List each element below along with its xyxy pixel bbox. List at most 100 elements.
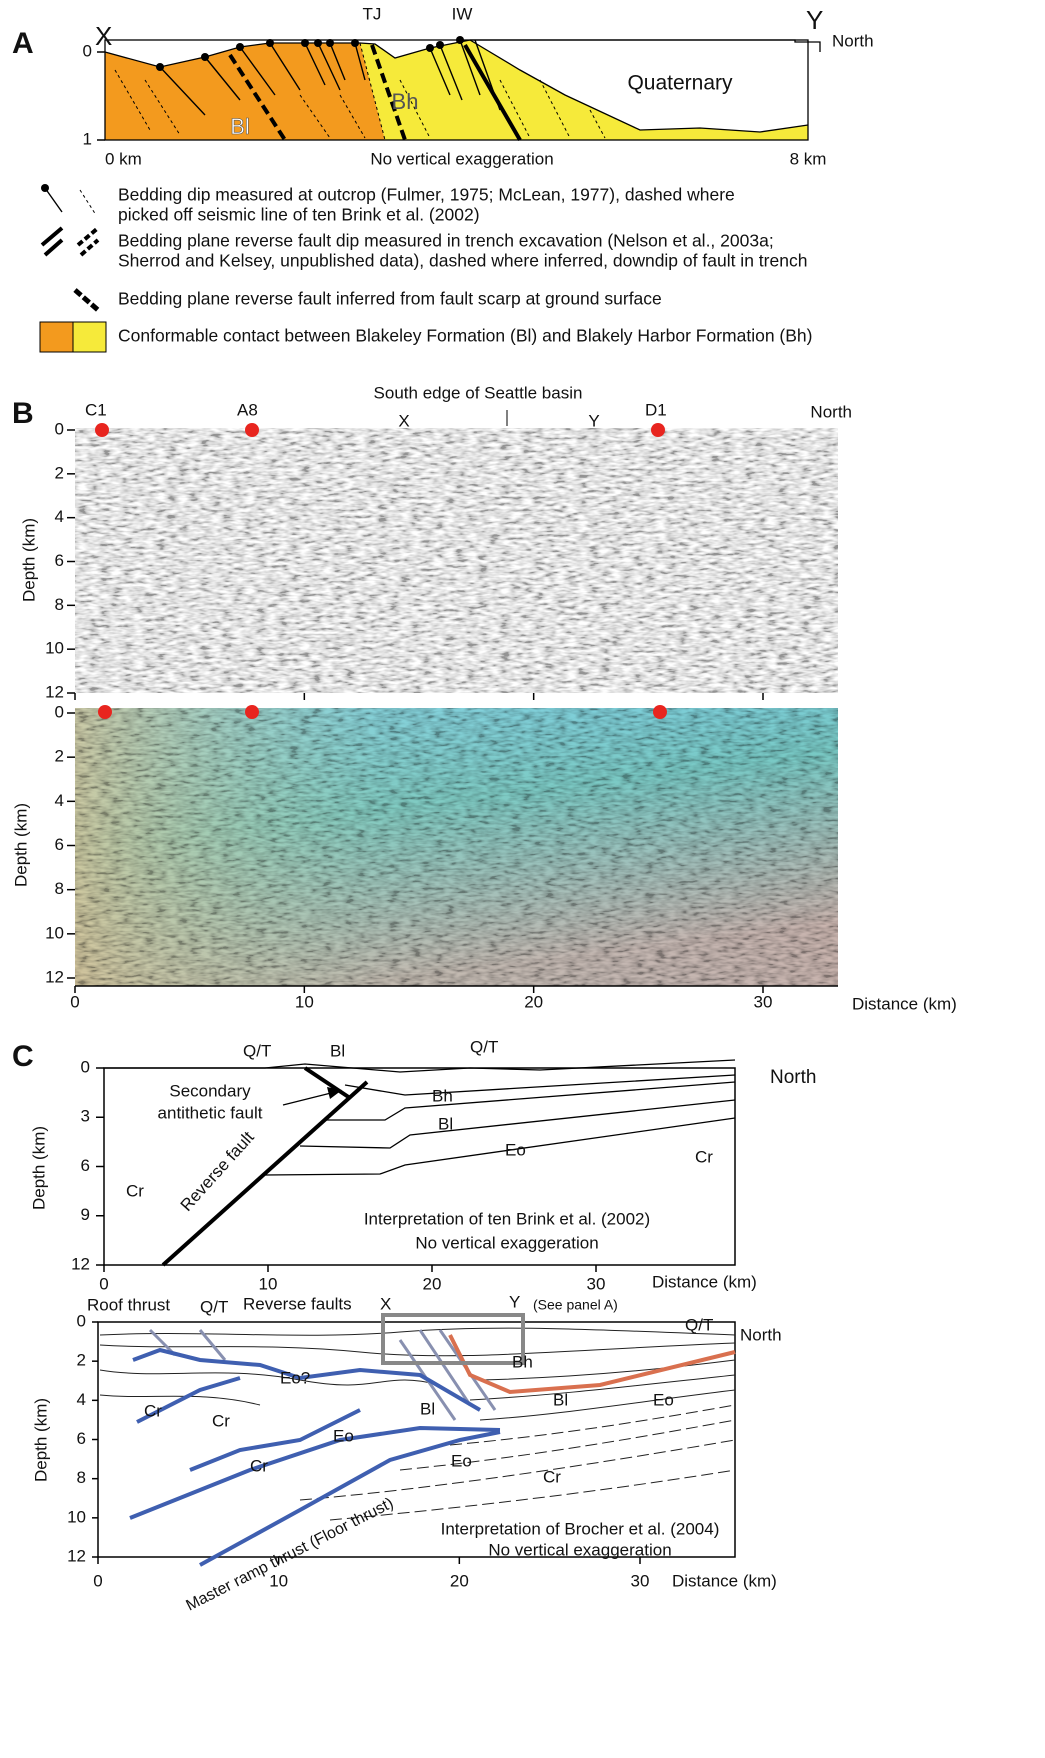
thrust — [136, 1376, 241, 1424]
label: Q/T — [200, 1297, 228, 1316]
horizon — [299, 1099, 736, 1149]
horizon — [344, 1074, 736, 1096]
dip-lines — [159, 39, 501, 116]
y-tick-label: 6 — [55, 835, 64, 854]
y-tick-label: 10 — [45, 639, 64, 658]
y-tick-label: 12 — [45, 967, 64, 986]
legend-text: picked off seismic line of ten Brink et … — [118, 205, 480, 225]
label-bl: Bl — [230, 114, 250, 139]
label: Eo — [653, 1390, 674, 1409]
legend-text: Conformable contact between Blakeley For… — [118, 326, 812, 346]
label-bh: Bh — [392, 89, 419, 114]
y-tick-label: 8 — [55, 879, 64, 898]
arrow — [282, 1091, 336, 1106]
label: Cr — [212, 1411, 230, 1430]
y-tick-label: 4 — [55, 791, 64, 810]
y-axis-label: Depth (km) — [29, 1126, 48, 1210]
legend-text: Bedding plane reverse fault dip measured… — [118, 231, 774, 251]
y-tick-label: 2 — [55, 463, 64, 482]
x-axis-label: Distance (km) — [672, 1571, 777, 1590]
label: Q/T — [685, 1315, 713, 1334]
x-tick-label: 10 — [295, 992, 314, 1011]
label-y: Y — [588, 411, 599, 430]
roof-thrust — [132, 1347, 482, 1412]
y-tick-label: 6 — [77, 1429, 86, 1448]
y-tick-label: 0 — [55, 419, 64, 438]
seismic-dips — [114, 69, 606, 139]
x-tick-label: 20 — [423, 1274, 442, 1293]
y-tick-label: 12 — [45, 682, 64, 701]
panel-title: South edge of Seattle basin — [374, 383, 583, 402]
label-north: North — [810, 402, 852, 421]
scale-end: 8 km — [790, 149, 827, 168]
label-y: Y — [806, 5, 823, 35]
label: Reverse fault — [177, 1128, 258, 1215]
y-tick-label: 2 — [55, 747, 64, 766]
y-tick-label: 4 — [77, 1390, 86, 1409]
label-x: X — [398, 411, 409, 430]
antithetic-fault — [303, 1066, 352, 1100]
y-tick-label: 8 — [55, 595, 64, 614]
label: Bh — [432, 1086, 453, 1105]
thrust — [189, 1408, 361, 1472]
label-north: North — [832, 31, 874, 50]
horizon — [325, 1081, 736, 1121]
label: (See panel A) — [533, 1297, 618, 1313]
x-tick-label: 0 — [93, 1571, 102, 1590]
quaternary-base — [469, 39, 809, 133]
y-tick-label: 12 — [67, 1546, 86, 1565]
label: Bl — [420, 1399, 435, 1418]
arrowhead — [327, 1087, 342, 1099]
master-thrust — [199, 1430, 501, 1567]
legend-text: Bedding plane reverse fault inferred fro… — [118, 289, 662, 309]
label: Bl — [553, 1390, 568, 1409]
y-tick-label: 9 — [81, 1205, 90, 1224]
label-iw: IW — [452, 4, 473, 23]
legend-text: Sherrod and Kelsey, unpublished data), d… — [118, 251, 807, 271]
outcrop-dots — [156, 36, 464, 71]
label: Bl — [330, 1041, 345, 1060]
label: Eo? — [280, 1368, 310, 1387]
x-tick-label: 30 — [754, 992, 773, 1011]
label: Cr — [543, 1467, 561, 1486]
axes: 0 3 6 9 12 0 10 20 30 — [71, 1057, 605, 1293]
x-tick-label: 0 — [99, 1274, 108, 1293]
label: Q/T — [470, 1037, 498, 1056]
y-tick-label: 4 — [55, 507, 64, 526]
y-tick-label: 0 — [55, 702, 64, 721]
x-tick-label: 30 — [631, 1571, 650, 1590]
panel-letter: A — [12, 27, 34, 60]
caption: Interpretation of Brocher et al. (2004) — [441, 1519, 720, 1538]
label-a8: A8 — [237, 400, 258, 419]
label: Eo — [451, 1451, 472, 1470]
x-axis-label: Distance (km) — [852, 994, 957, 1013]
y-tick-label: 10 — [45, 923, 64, 942]
panel-c-lower: Roof thrust Q/T Reverse faults X Y (See … — [31, 1292, 781, 1614]
label: North — [740, 1325, 782, 1344]
label: Cr — [250, 1456, 268, 1475]
caption: Interpretation of ten Brink et al. (2002… — [364, 1209, 650, 1228]
x-tick-label: 10 — [269, 1571, 288, 1590]
surface-profile — [104, 39, 821, 68]
panel-a: A X Y North TJ IW Bl Bh Quaternary 01 0 … — [12, 4, 874, 353]
y-tick-label: 8 — [77, 1468, 86, 1487]
y-tick-label: 0 — [83, 41, 92, 60]
label: Cr — [144, 1401, 162, 1420]
label: Reverse faults — [243, 1294, 352, 1313]
label: X — [380, 1294, 391, 1313]
label: Cr — [695, 1147, 713, 1166]
label: Bh — [512, 1352, 533, 1371]
y-tick-label: 6 — [81, 1156, 90, 1175]
label: Cr — [126, 1181, 144, 1200]
label-x: X — [95, 21, 112, 51]
blakely-harbor-unit — [360, 40, 808, 140]
y-tick-label: 3 — [81, 1107, 90, 1126]
label: Eo — [505, 1140, 526, 1159]
station-dots — [95, 423, 667, 719]
faults — [228, 43, 522, 142]
label-d1: D1 — [645, 400, 667, 419]
x-tick-label: 20 — [524, 992, 543, 1011]
legend: Bedding dip measured at outcrop (Fulmer,… — [118, 185, 812, 346]
